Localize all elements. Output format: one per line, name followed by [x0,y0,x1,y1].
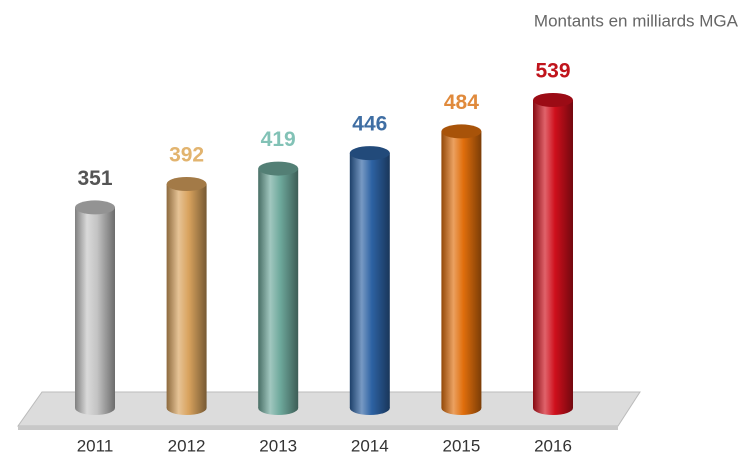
bar-cap [349,146,390,161]
bar [258,168,299,408]
bar [166,184,207,408]
bar-cap [441,124,482,139]
value-label: 419 [261,128,296,151]
bar [441,131,482,408]
value-label: 484 [444,91,479,114]
value-label: 392 [169,144,204,167]
x-tick-label: 2013 [259,436,297,455]
bar [349,153,390,408]
value-label: 539 [535,60,570,83]
x-tick-label: 2016 [534,436,572,455]
value-label: 351 [77,167,112,190]
bar-cap [258,161,299,176]
x-tick-label: 2011 [77,436,114,455]
x-tick-label: 2012 [168,436,206,455]
bar [533,100,573,408]
bar-cap [166,177,207,191]
bar-cap [75,200,115,215]
subtitle: Montants en milliards MGA [534,11,739,30]
bar-cap [533,93,573,107]
x-tick-label: 2015 [442,436,480,455]
bar [75,207,115,408]
x-tick-label: 2014 [351,436,389,455]
value-label: 446 [352,113,387,136]
platform-edge [18,426,618,430]
